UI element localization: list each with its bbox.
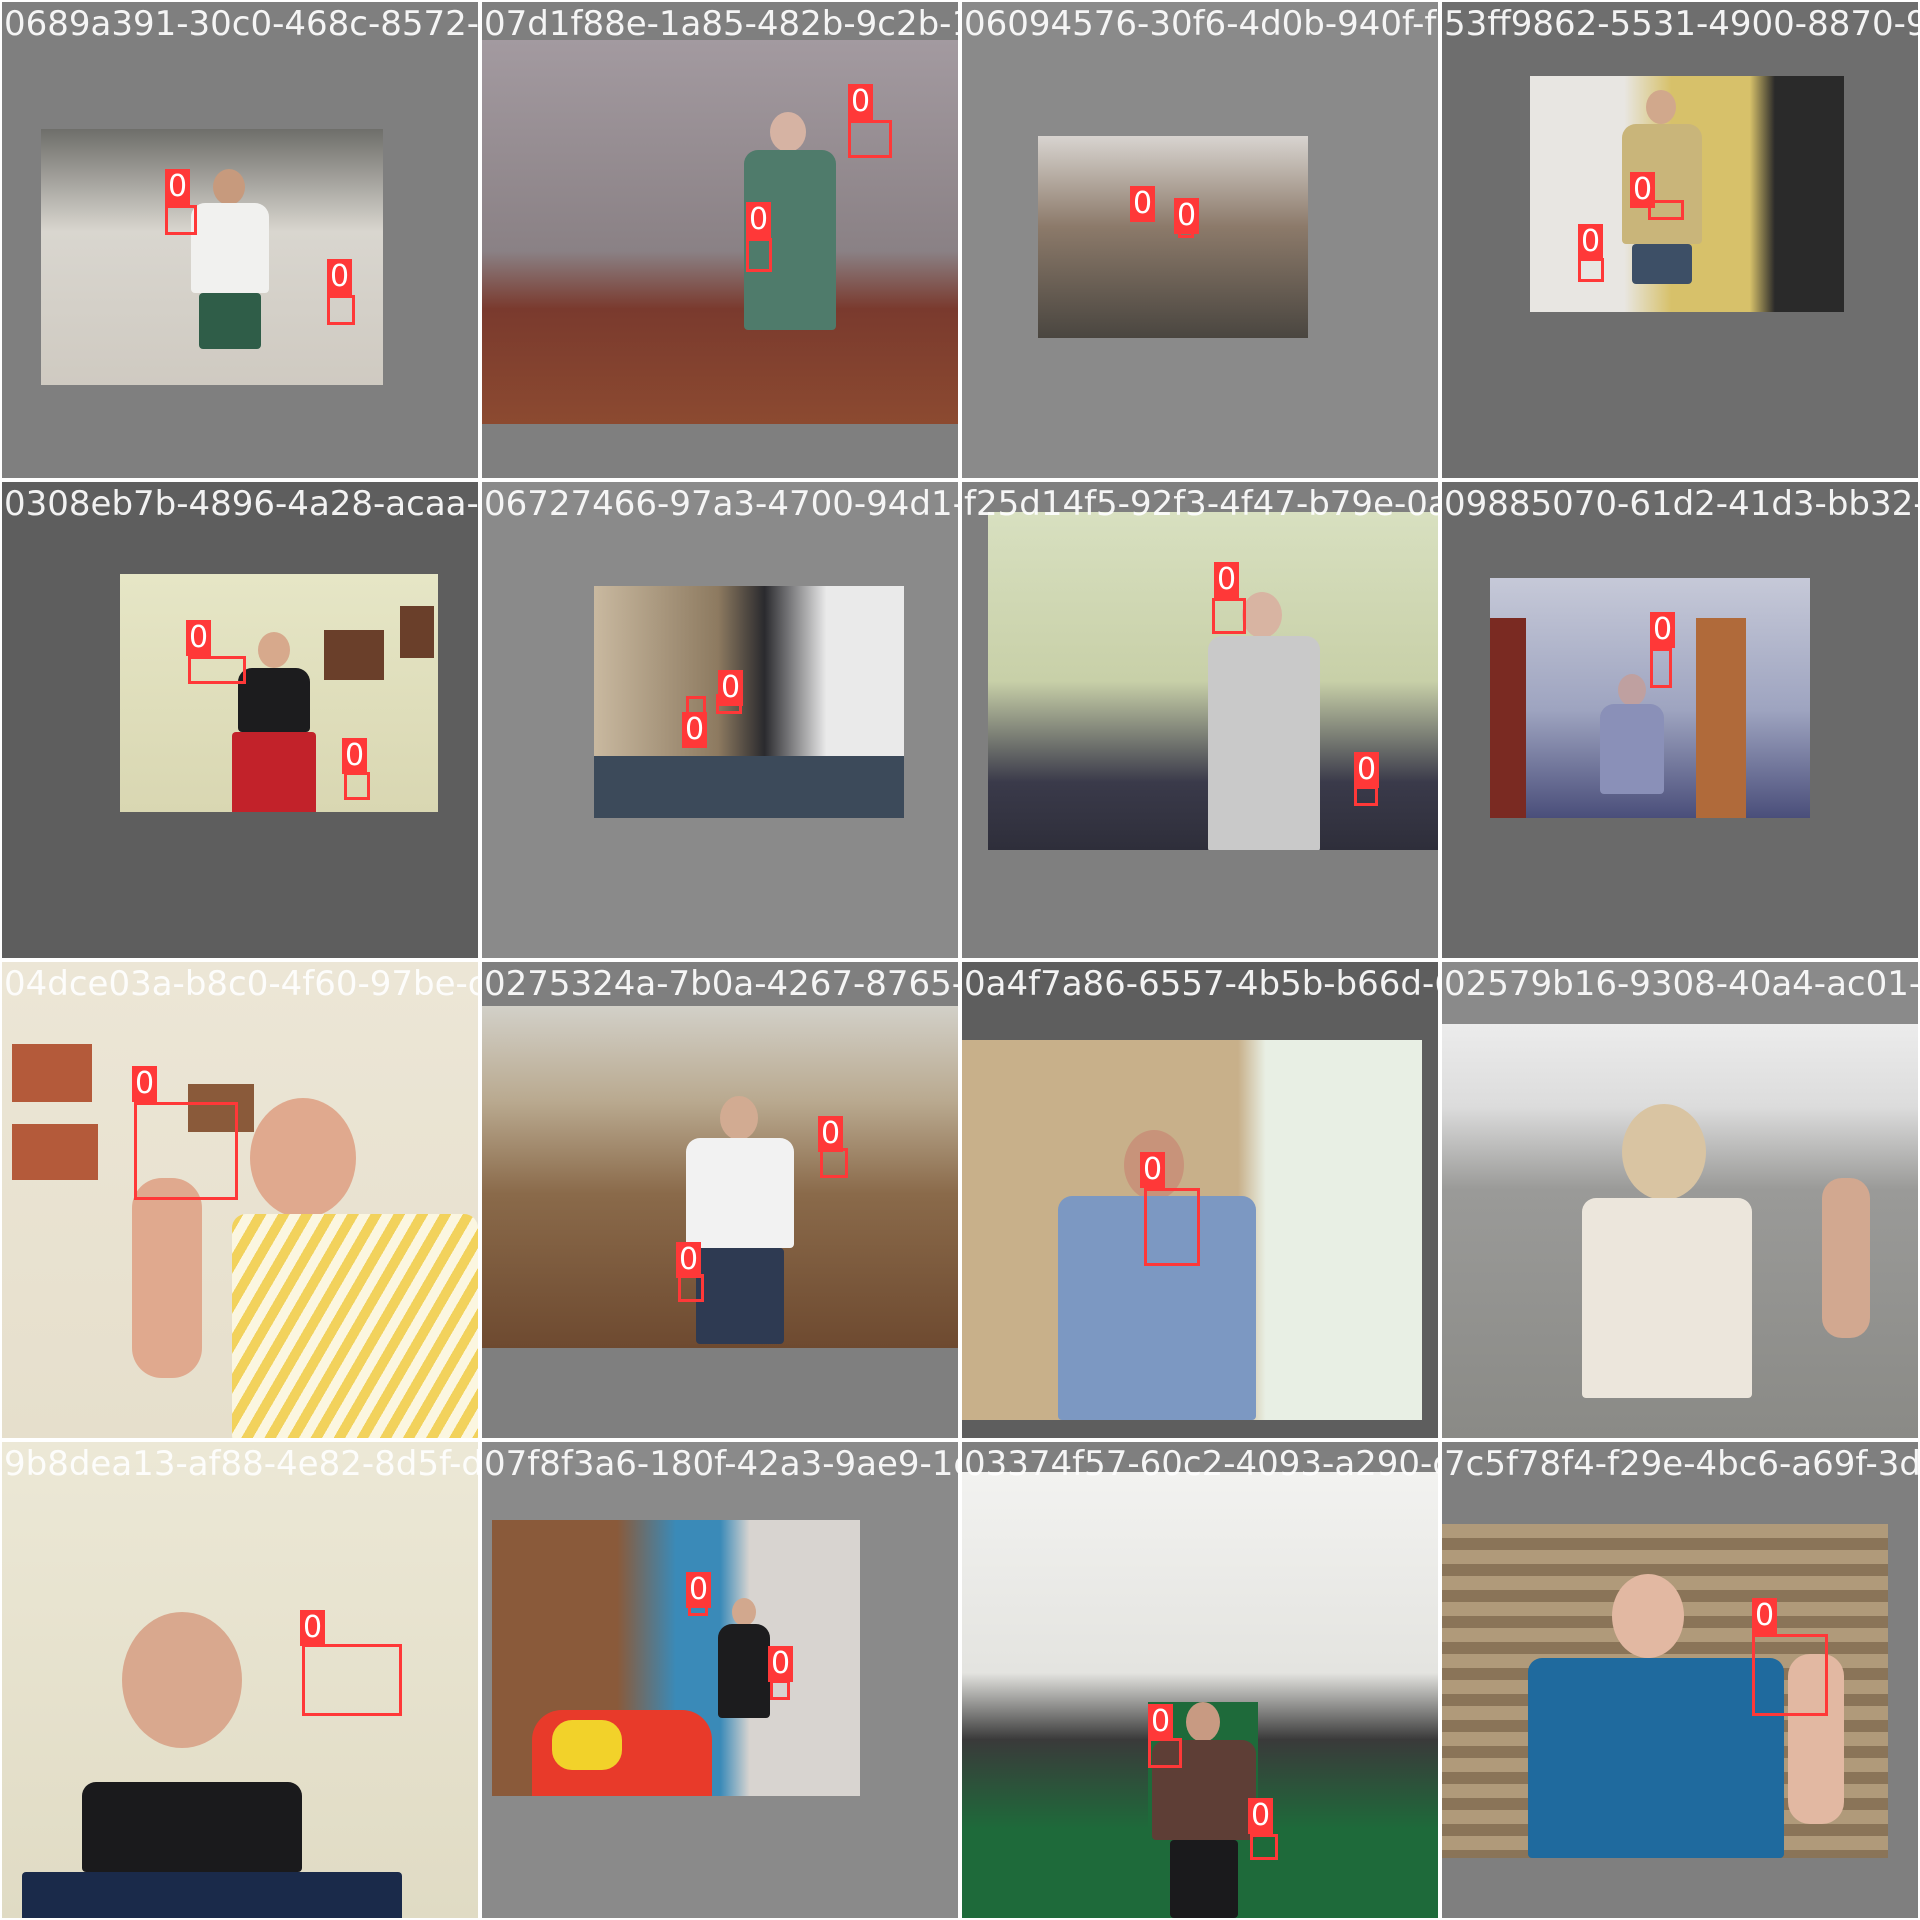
- class-label: 0: [768, 1646, 794, 1682]
- detection-box: [1752, 1634, 1828, 1716]
- detection-box: [344, 772, 370, 800]
- class-label: 0: [1650, 612, 1676, 648]
- class-label: 0: [746, 202, 772, 238]
- image-filename: 04dce03a-b8c0-4f60-97be-c3a1f72e5d88.png: [4, 964, 478, 1004]
- image-filename: 03374f57-60c2-4093-a290-d5e8b1c7a3f9.png: [964, 1444, 1438, 1484]
- class-label: 0: [1248, 1798, 1274, 1834]
- detection-box: [302, 1644, 402, 1716]
- photo: 0 0: [988, 512, 1438, 850]
- image-filename: 0308eb7b-4896-4a28-acaa-f0e1d6b5a7c3.png: [4, 484, 478, 524]
- tile: 0 0 0275324a-7b0a-4267-8765-03d7e1a9b2c6…: [482, 962, 958, 1438]
- image-filename: 0a4f7a86-6557-4b5b-b66d-6f0e2c9d1a34.png: [964, 964, 1438, 1004]
- photo: [1442, 1024, 1918, 1438]
- photo: 0: [1490, 578, 1810, 818]
- photo: 0 0: [594, 586, 904, 818]
- photo: 0 0: [1038, 136, 1308, 338]
- class-label: 0: [818, 1116, 844, 1152]
- tile: 0 0 03374f57-60c2-4093-a290-d5e8b1c7a3f9…: [962, 1442, 1438, 1918]
- photo: 0 0: [120, 574, 438, 812]
- tile: 0 0 0308eb7b-4896-4a28-acaa-f0e1d6b5a7c3…: [2, 482, 478, 958]
- detection-box: [1144, 1188, 1200, 1266]
- photo: 0 0: [1530, 76, 1844, 312]
- detection-box: [1354, 786, 1378, 806]
- class-label: 0: [1148, 1704, 1174, 1740]
- class-label: 0: [686, 1572, 712, 1608]
- tile: 0 0 f25d14f5-92f3-4f47-b79e-0a8c6d1e3b52…: [962, 482, 1438, 958]
- photo: 0 0: [482, 40, 958, 424]
- detection-box: [746, 238, 772, 272]
- detection-box: [327, 295, 355, 325]
- class-label: 0: [132, 1066, 158, 1102]
- tile: 0 0a4f7a86-6557-4b5b-b66d-6f0e2c9d1a34.p…: [962, 962, 1438, 1438]
- tile: 0 7c5f78f4-f29e-4bc6-a69f-3d2c1b0e9a87.p…: [1442, 1442, 1918, 1918]
- class-label: 0: [342, 738, 368, 774]
- image-filename: 0689a391-30c0-468c-8572-3f92d5b1a8c1.png: [4, 4, 478, 44]
- class-label: 0: [682, 712, 708, 748]
- photo: 0: [1442, 1524, 1888, 1858]
- detection-box: [1650, 648, 1672, 688]
- detection-box: [770, 1680, 790, 1700]
- tile: 0 09885070-61d2-41d3-bb32-4c7a9e0f1d26.p…: [1442, 482, 1918, 958]
- class-label: 0: [1214, 562, 1240, 598]
- image-filename: 09885070-61d2-41d3-bb32-4c7a9e0f1d26.png: [1444, 484, 1918, 524]
- tile: 02579b16-9308-40a4-ac01-e5d3b7c8f921.png: [1442, 962, 1918, 1438]
- image-filename: 06094576-30f6-4d0b-940f-fa31ebc6e0af.png: [964, 4, 1438, 44]
- image-filename: 53ff9862-5531-4900-8870-9e2b7c0d41a2.png: [1444, 4, 1918, 44]
- detection-box: [134, 1102, 238, 1200]
- tile: 0 0 53ff9862-5531-4900-8870-9e2b7c0d41a2…: [1442, 2, 1918, 478]
- image-filename: 0275324a-7b0a-4267-8765-03d7e1a9b2c6.png: [484, 964, 958, 1004]
- class-label: 0: [327, 259, 353, 295]
- class-label: 0: [718, 670, 744, 706]
- tile: 0 04dce03a-b8c0-4f60-97be-c3a1f72e5d88.p…: [2, 962, 478, 1438]
- class-label: 0: [1752, 1598, 1778, 1634]
- class-label: 0: [1578, 224, 1604, 260]
- image-filename: 9b8dea13-af88-4e82-8d5f-d7c1b3a9e062.png: [4, 1444, 478, 1484]
- image-filename: 06727466-97a3-4700-94d1-e2b9c0a6d1f4.png: [484, 484, 958, 524]
- detection-box: [820, 1148, 848, 1178]
- class-label: 0: [1140, 1152, 1166, 1188]
- class-label: 0: [300, 1610, 326, 1646]
- photo: 0: [2, 1442, 478, 1918]
- photo: 0 0: [962, 1472, 1438, 1918]
- class-label: 0: [165, 169, 191, 205]
- class-label: 0: [676, 1242, 702, 1278]
- detection-box: [1250, 1834, 1278, 1860]
- photo: 0: [962, 1040, 1422, 1420]
- tile: 0 0 07d1f88e-1a85-482b-9c2b-1e56d1f2d9a0…: [482, 2, 958, 478]
- tile: 0 0 0689a391-30c0-468c-8572-3f92d5b1a8c1…: [2, 2, 478, 478]
- detection-box: [1648, 200, 1684, 220]
- class-label: 0: [1354, 752, 1380, 788]
- image-filename: 07d1f88e-1a85-482b-9c2b-1e56d1f2d9a0.png: [484, 4, 958, 44]
- tile: 0 0 06094576-30f6-4d0b-940f-fa31ebc6e0af…: [962, 2, 1438, 478]
- image-filename: f25d14f5-92f3-4f47-b79e-0a8c6d1e3b52.png: [964, 484, 1438, 524]
- class-label: 0: [1630, 172, 1656, 208]
- detection-box: [848, 120, 892, 158]
- detection-box: [1578, 258, 1604, 282]
- photo: 0 0: [41, 129, 383, 385]
- class-label: 0: [848, 84, 874, 120]
- photo: 0 0: [482, 1006, 958, 1348]
- photo: 0 0: [492, 1520, 860, 1796]
- class-label: 0: [1174, 198, 1200, 234]
- photo: 0: [2, 962, 478, 1438]
- tile: 0 9b8dea13-af88-4e82-8d5f-d7c1b3a9e062.p…: [2, 1442, 478, 1918]
- detection-box: [1212, 598, 1246, 634]
- tile: 0 0 07f8f3a6-180f-42a3-9ae9-1c6d2b8e5f47…: [482, 1442, 958, 1918]
- detection-box: [165, 205, 197, 235]
- tile: 0 0 06727466-97a3-4700-94d1-e2b9c0a6d1f4…: [482, 482, 958, 958]
- image-filename: 7c5f78f4-f29e-4bc6-a69f-3d2c1b0e9a87.png: [1444, 1444, 1918, 1484]
- image-filename: 07f8f3a6-180f-42a3-9ae9-1c6d2b8e5f47.png: [484, 1444, 958, 1484]
- detection-box: [188, 656, 246, 684]
- image-filename: 02579b16-9308-40a4-ac01-e5d3b7c8f921.png: [1444, 964, 1918, 1004]
- class-label: 0: [1130, 186, 1156, 222]
- detection-box: [1148, 1738, 1182, 1768]
- detection-box: [678, 1274, 704, 1302]
- class-label: 0: [186, 620, 212, 656]
